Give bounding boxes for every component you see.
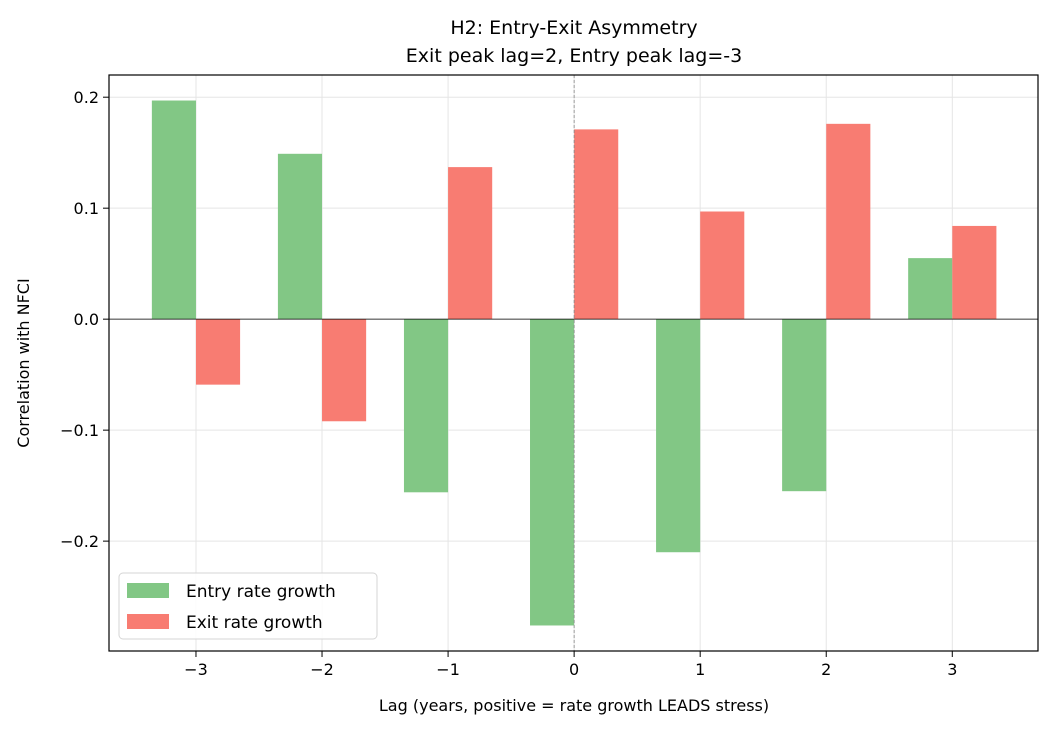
- y-axis-label: Correlation with NFCI: [14, 278, 33, 447]
- entry-bar: [656, 319, 701, 553]
- x-tick-label: 2: [821, 660, 831, 679]
- entry-bar: [151, 100, 196, 320]
- x-tick-label: −3: [184, 660, 208, 679]
- legend-label: Entry rate growth: [186, 582, 336, 602]
- exit-bar: [952, 225, 997, 320]
- legend: Entry rate growth Exit rate growth: [118, 572, 378, 640]
- y-tick-label: −0.2: [60, 532, 99, 551]
- exit-bar: [322, 319, 367, 422]
- chart-title: H2: Entry-Exit Asymmetry: [450, 17, 697, 39]
- x-tick-label: 0: [569, 660, 579, 679]
- y-tick-label: 0.2: [74, 88, 99, 107]
- entry-bar: [403, 319, 449, 493]
- legend-label: Exit rate growth: [186, 613, 323, 633]
- chart-subtitle: Exit peak lag=2, Entry peak lag=-3: [406, 45, 742, 67]
- exit-bar: [574, 129, 619, 320]
- y-tick-label: −0.1: [60, 421, 99, 440]
- x-tick-label: 1: [695, 660, 705, 679]
- plot-frame: [108, 74, 1039, 652]
- y-tick-label: 0.1: [74, 199, 99, 218]
- exit-bar: [700, 211, 745, 320]
- exit-bar: [826, 123, 871, 320]
- entry-bar: [782, 319, 827, 492]
- entry-bar: [908, 258, 953, 320]
- legend-swatch: [127, 583, 169, 598]
- x-tick-label: −2: [310, 660, 334, 679]
- x-tick-label: −1: [436, 660, 460, 679]
- exit-bar: [195, 319, 241, 385]
- entry-bar: [277, 153, 323, 320]
- y-tick-label: 0.0: [74, 310, 99, 329]
- x-axis-label: Lag (years, positive = rate growth LEADS…: [379, 696, 769, 715]
- legend-swatch: [127, 614, 169, 629]
- legend-box: [118, 572, 378, 640]
- entry-bar: [530, 319, 575, 626]
- x-tick-label: 3: [947, 660, 957, 679]
- exit-bar: [448, 167, 493, 320]
